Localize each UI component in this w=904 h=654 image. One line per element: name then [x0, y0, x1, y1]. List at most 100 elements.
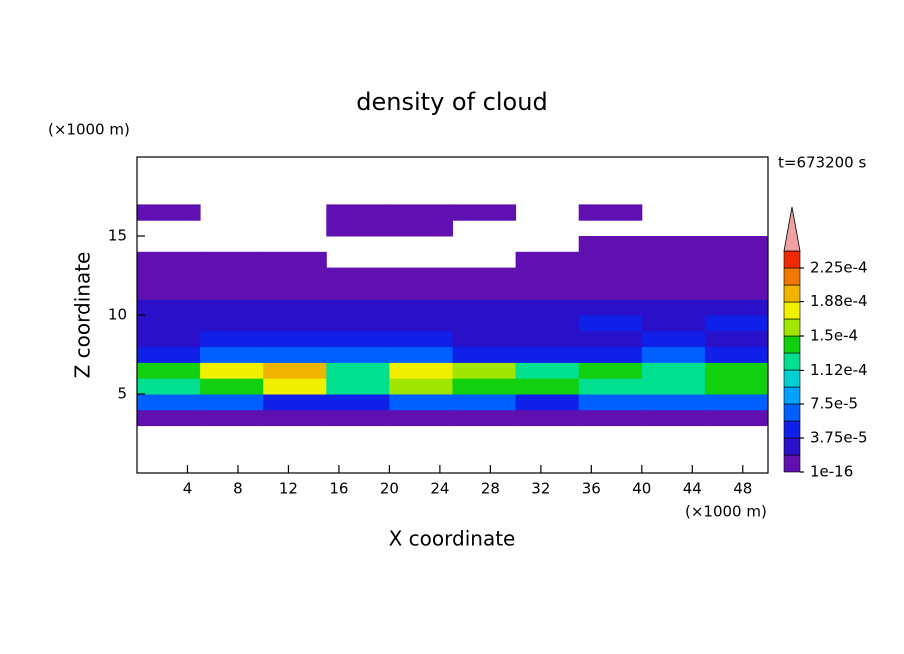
contour-cell [515, 362, 580, 379]
x-axis-label: X coordinate [389, 527, 516, 551]
x-tick-label: 12 [279, 480, 298, 498]
colorbar-tick-label: 3.75e-5 [810, 429, 868, 447]
contour-cell [578, 236, 643, 253]
contour-cell [704, 267, 769, 284]
contour-cell [389, 362, 453, 379]
colorbar-band [783, 386, 801, 405]
contour-cell [641, 409, 706, 427]
x-tick-label: 16 [329, 480, 348, 498]
contour-cell [263, 299, 327, 316]
contour-cell [326, 220, 390, 237]
colorbar-band [783, 420, 801, 439]
colorbar-band [783, 437, 801, 456]
x-tick-label: 44 [683, 480, 702, 498]
contour-cell [326, 267, 390, 284]
contour-cell [326, 283, 390, 300]
contour-cell [578, 204, 643, 221]
colorbar-band [783, 352, 801, 371]
y-axis-label: Z coordinate [71, 252, 95, 379]
contour-cell [452, 315, 517, 332]
contour-cell [137, 362, 201, 379]
x-tick-label: 40 [632, 480, 651, 498]
y-tick-label: 5 [117, 385, 127, 403]
contour-cell [326, 315, 390, 332]
colorbar-tick-label: 1.12e-4 [810, 361, 868, 379]
contour-cell [452, 362, 517, 379]
contour-cell [200, 346, 264, 363]
contour-cell [263, 378, 327, 395]
contour-cell [200, 283, 264, 300]
annotation: t=673200 s [778, 154, 866, 172]
contour-cell [704, 315, 769, 332]
contour-cell [578, 330, 643, 348]
contour-cell [137, 330, 201, 348]
y-tick-label: 10 [108, 306, 127, 324]
contour-cell [200, 315, 264, 332]
contour-cell [326, 362, 390, 379]
contour-cell [704, 378, 769, 395]
contour-cell [326, 394, 390, 411]
colorbar-tick-label: 2.25e-4 [810, 259, 868, 277]
x-tick-label: 48 [733, 480, 752, 498]
contour-cell [452, 394, 517, 411]
contour-cell [326, 204, 390, 221]
contour-cell [200, 251, 264, 269]
colorbar-extend [783, 206, 801, 252]
contour-cell [578, 267, 643, 284]
contour-cell [641, 315, 706, 332]
contour-cell [200, 362, 264, 379]
contour-cell [326, 409, 390, 427]
contour-cell [704, 346, 769, 363]
contour-cell [263, 315, 327, 332]
contour-cell [137, 204, 201, 221]
contour-cell [578, 283, 643, 300]
contour-cell [578, 346, 643, 363]
contour-cell [263, 251, 327, 269]
contour-cell [704, 330, 769, 348]
y-unit: (×1000 m) [48, 121, 130, 139]
contour-cell [200, 299, 264, 316]
contour-cell [578, 409, 643, 427]
colorbar-band [783, 369, 801, 388]
contour-cell [641, 378, 706, 395]
contour-cell [641, 299, 706, 316]
contour-cell [641, 346, 706, 363]
contour-cell [578, 315, 643, 332]
contour-cell [515, 394, 580, 411]
contour-cell [515, 409, 580, 427]
contour-cell [704, 362, 769, 379]
contour-cell [641, 362, 706, 379]
contour-cell [263, 283, 327, 300]
y-tick-label: 15 [108, 227, 127, 245]
contour-cell [137, 315, 201, 332]
colorbar-tick-label: 1.88e-4 [810, 292, 868, 310]
contour-cell [263, 267, 327, 284]
colorbar-band [783, 284, 801, 303]
contour-cell [641, 251, 706, 269]
chart-title: density of cloud [356, 88, 547, 116]
contour-cell [200, 394, 264, 411]
contour-cell [704, 236, 769, 253]
contour-cell [137, 409, 201, 427]
contour-cell [641, 267, 706, 284]
contour-cell [515, 251, 580, 269]
x-unit: (×1000 m) [685, 503, 767, 521]
contour-cell [578, 251, 643, 269]
x-tick-label: 28 [481, 480, 500, 498]
contour-cell [137, 299, 201, 316]
contour-cell [641, 283, 706, 300]
contour-cell [704, 283, 769, 300]
contour-cell [515, 299, 580, 316]
contour-cell [137, 378, 201, 395]
contour-cell [137, 267, 201, 284]
contour-cell [200, 267, 264, 284]
contour-cell [578, 299, 643, 316]
contour-cell [515, 346, 580, 363]
contour-cell [641, 330, 706, 348]
contour-cell [137, 251, 201, 269]
contour-cell [200, 330, 264, 348]
contour-cell [263, 409, 327, 427]
contour-cell [263, 330, 327, 348]
contour-cell [515, 315, 580, 332]
